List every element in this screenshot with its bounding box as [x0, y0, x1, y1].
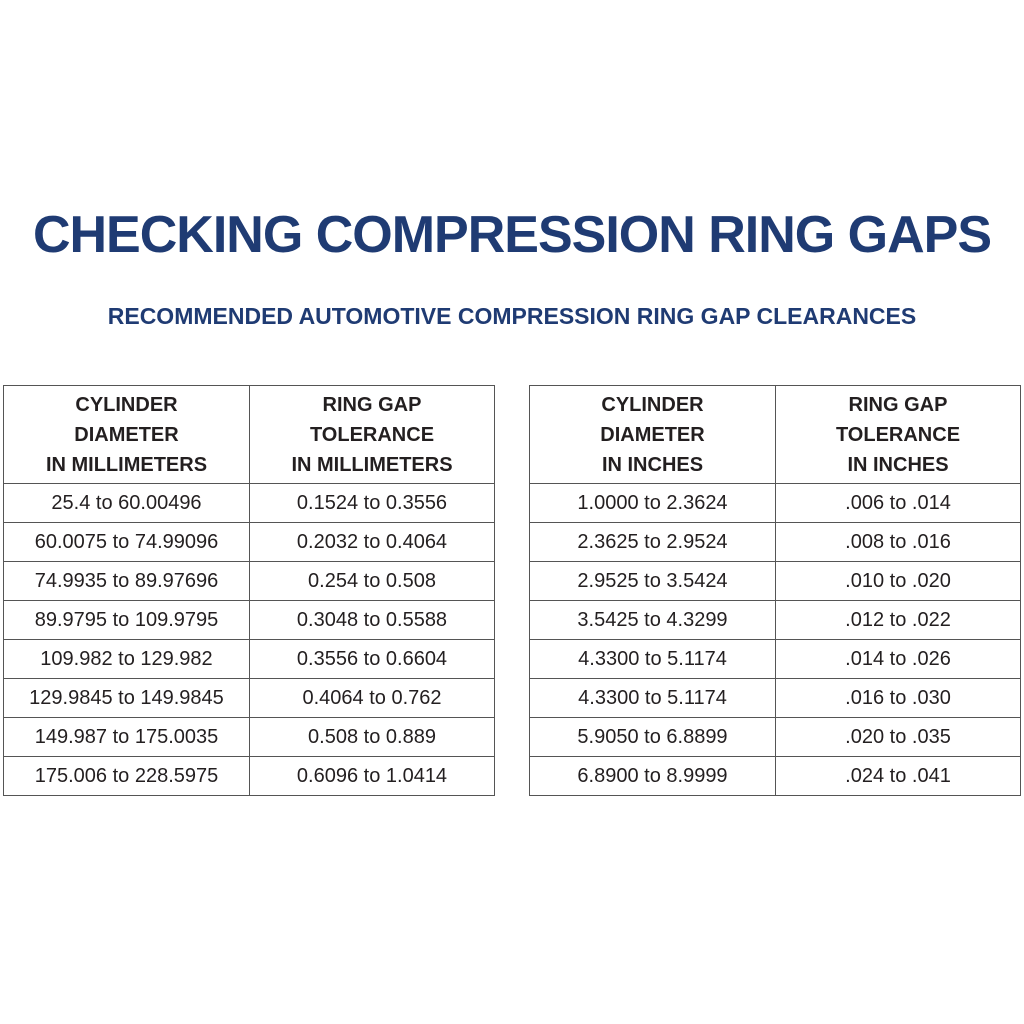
- table-cell: 0.3556 to 0.6604: [249, 639, 495, 679]
- table-cell: 3.5425 to 4.3299: [529, 600, 776, 640]
- column-header-line: IN INCHES: [847, 453, 949, 476]
- column-header-line: IN MILLIMETERS: [45, 453, 208, 476]
- table-cell: 60.0075 to 74.99096: [3, 522, 250, 562]
- table-row: 2.3625 to 2.9524.008 to .016: [529, 522, 1021, 562]
- table-row: 109.982 to 129.982 0.3556 to 0.6604: [3, 639, 495, 679]
- table-cell: 0.4064 to 0.762: [249, 678, 495, 718]
- column-header: RING GAP TOLERANCE IN INCHES: [775, 385, 1021, 484]
- table-cell: .024 to .041: [775, 756, 1021, 796]
- column-header-line: RING GAP: [848, 393, 948, 416]
- table-cell: 129.9845 to 149.9845: [3, 678, 250, 718]
- table-cell: .016 to .030: [775, 678, 1021, 718]
- table-row: 60.0075 to 74.99096 0.2032 to 0.4064: [3, 522, 495, 562]
- table-cell: .014 to .026: [775, 639, 1021, 679]
- table-cell: 6.8900 to 8.9999: [529, 756, 776, 796]
- column-header-line: IN INCHES: [601, 453, 704, 476]
- table-row: 175.006 to 228.5975 0.6096 to 1.0414: [3, 756, 495, 796]
- table-cell: 0.2032 to 0.4064: [249, 522, 495, 562]
- table-row: 2.9525 to 3.5424.010 to .020: [529, 561, 1021, 601]
- header-row: CYLINDER DIAMETER IN MILLIMETERS RING GAP TO…: [3, 385, 495, 484]
- table-cell: 175.006 to 228.5975: [3, 756, 250, 796]
- table-row: 74.9935 to 89.97696 0.254 to 0.508: [3, 561, 495, 601]
- table-cell: 5.9050 to 6.8899: [529, 717, 776, 757]
- table-cell: 89.9795 to 109.9795: [3, 600, 250, 640]
- column-header-line: TOLERANCE: [309, 423, 435, 446]
- table-cell: .010 to .020: [775, 561, 1021, 601]
- table-cell: 4.3300 to 5.1174: [529, 639, 776, 679]
- table-cell: 149.987 to 175.0035: [3, 717, 250, 757]
- table-cell: .008 to .016: [775, 522, 1021, 562]
- table-cell: 74.9935 to 89.97696: [3, 561, 250, 601]
- millimeters-table: CYLINDER DIAMETER IN MILLIMETERS RING GAP TO…: [3, 385, 495, 796]
- header-row: CYLINDER DIAMETER IN INCHES RING GAP TOLERAN…: [529, 385, 1021, 484]
- table-cell: 25.4 to 60.00496: [3, 483, 250, 523]
- table-row: 149.987 to 175.0035 0.508 to 0.889: [3, 717, 495, 757]
- table-cell: 0.3048 to 0.5588: [249, 600, 495, 640]
- table-cell: 2.9525 to 3.5424: [529, 561, 776, 601]
- table-row: 3.5425 to 4.3299.012 to .022: [529, 600, 1021, 640]
- column-header: RING GAP TOLERANCE IN MILLIMETERS: [249, 385, 495, 484]
- table-row: 6.8900 to 8.9999.024 to .041: [529, 756, 1021, 796]
- page-title: CHECKING COMPRESSION RING GAPS: [32, 206, 992, 264]
- table-row: 4.3300 to 5.1174.014 to .026: [529, 639, 1021, 679]
- column-header-line: RING GAP: [322, 393, 422, 416]
- table-cell: 0.1524 to 0.3556: [249, 483, 495, 523]
- table-cell: .006 to .014: [775, 483, 1021, 523]
- table-cell: .012 to .022: [775, 600, 1021, 640]
- table-cell: 0.254 to 0.508: [249, 561, 495, 601]
- table-cell: 0.508 to 0.889: [249, 717, 495, 757]
- inches-table: CYLINDER DIAMETER IN INCHES RING GAP TOLERAN…: [529, 385, 1021, 796]
- page-subtitle: RECOMMENDED AUTOMOTIVE COMPRESSION RING …: [107, 303, 917, 329]
- column-header-line: DIAMETER: [600, 423, 705, 446]
- table-cell: .020 to .035: [775, 717, 1021, 757]
- table-row: 129.9845 to 149.9845 0.4064 to 0.762: [3, 678, 495, 718]
- column-header-line: TOLERANCE: [835, 423, 961, 446]
- table-row: 4.3300 to 5.1174.016 to .030: [529, 678, 1021, 718]
- table-cell: 1.0000 to 2.3624: [529, 483, 776, 523]
- column-header: CYLINDER DIAMETER IN INCHES: [529, 385, 776, 484]
- column-header-line: DIAMETER: [74, 423, 179, 446]
- column-header-line: CYLINDER: [75, 393, 178, 416]
- table-row: 89.9795 to 109.9795 0.3048 to 0.5588: [3, 600, 495, 640]
- table-cell: 2.3625 to 2.9524: [529, 522, 776, 562]
- table-cell: 109.982 to 129.982: [3, 639, 250, 679]
- column-header-line: IN MILLIMETERS: [291, 453, 453, 476]
- table-row: 5.9050 to 6.8899.020 to .035: [529, 717, 1021, 757]
- table-row: 1.0000 to 2.3624.006 to .014: [529, 483, 1021, 523]
- table-cell: 4.3300 to 5.1174: [529, 678, 776, 718]
- table-row: 25.4 to 60.00496 0.1524 to 0.3556: [3, 483, 495, 523]
- column-header-line: CYLINDER: [601, 393, 704, 416]
- column-header: CYLINDER DIAMETER IN MILLIMETERS: [3, 385, 250, 484]
- table-cell: 0.6096 to 1.0414: [249, 756, 495, 796]
